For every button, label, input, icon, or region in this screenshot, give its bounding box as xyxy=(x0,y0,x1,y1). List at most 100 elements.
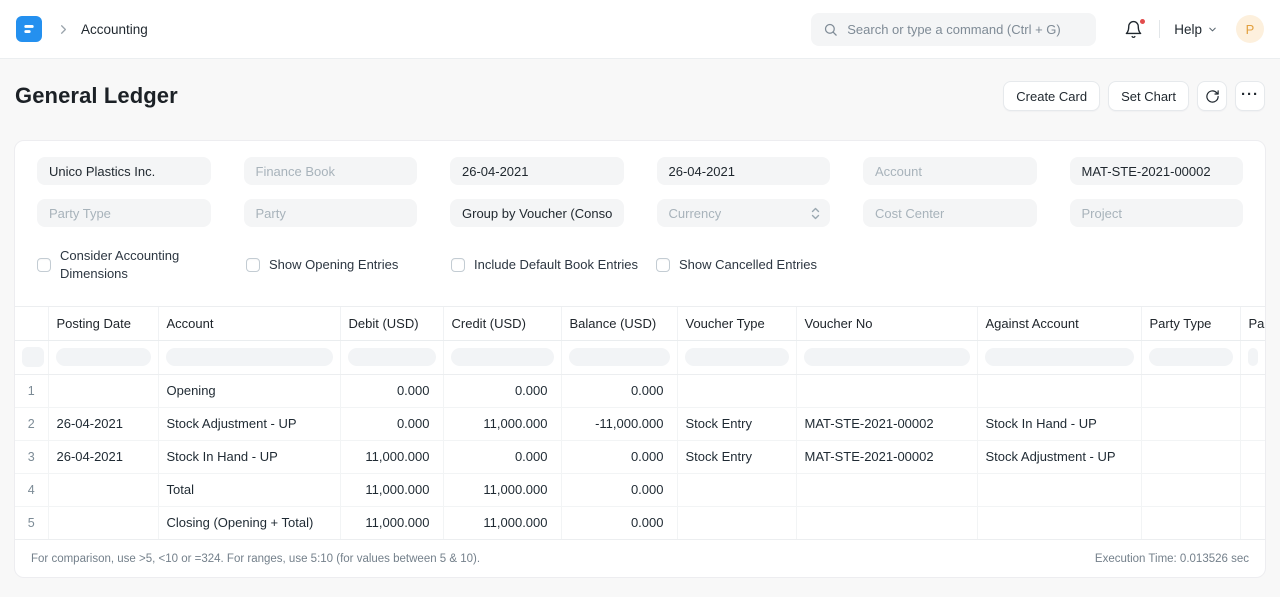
checkbox-show-opening-entries-box[interactable] xyxy=(246,257,260,272)
column-filter-input-party-type[interactable] xyxy=(1148,348,1233,367)
column-header-account[interactable]: Account xyxy=(158,307,341,341)
column-header-voucher-no[interactable]: Voucher No xyxy=(796,307,978,341)
cell-account: Total xyxy=(158,473,341,507)
checkbox-include-default-book-entries-box[interactable] xyxy=(451,257,465,272)
checkbox-include-default-book-entries-label: Include Default Book Entries xyxy=(474,256,639,272)
column-header-posting-date[interactable]: Posting Date xyxy=(48,307,159,341)
filter-voucher-no-text: MAT-STE-2021-00002 xyxy=(1081,163,1211,179)
column-header-index[interactable] xyxy=(15,307,49,341)
cell-balance: 0.000 xyxy=(561,506,678,540)
cell-account: Stock In Hand - UP xyxy=(158,440,341,474)
column-filter-input-against-account[interactable] xyxy=(984,348,1134,367)
column-filter-input-voucher-type[interactable] xyxy=(684,348,789,367)
global-search-input[interactable]: Search or type a command (Ctrl + G) xyxy=(811,12,1097,46)
cell-party xyxy=(1240,374,1265,408)
column-filter-cell-index xyxy=(15,340,49,375)
column-header-credit[interactable]: Credit (USD) xyxy=(443,307,562,341)
column-header-against-account[interactable]: Against Account xyxy=(977,307,1142,341)
column-filter-input-debit[interactable] xyxy=(347,348,436,367)
filter-company[interactable]: Unico Plastics Inc. xyxy=(37,157,211,185)
column-filter-row xyxy=(15,340,1265,375)
column-filter-cell-party-type xyxy=(1141,340,1241,375)
search-placeholder: Search or type a command (Ctrl + G) xyxy=(847,21,1061,37)
bell-icon xyxy=(1125,20,1142,38)
navbar-divider xyxy=(1159,20,1161,38)
filter-finance-book[interactable]: Finance Book xyxy=(243,157,417,185)
cell-balance: 0.000 xyxy=(561,473,678,507)
checkbox-show-cancelled-entries[interactable]: Show Cancelled Entries xyxy=(656,256,1243,274)
filter-party-type[interactable]: Party Type xyxy=(37,199,211,227)
refresh-button[interactable] xyxy=(1197,81,1227,111)
checkbox-show-cancelled-entries-box[interactable] xyxy=(656,257,670,272)
report-filters: Unico Plastics Inc. Finance Book 26-04-202… xyxy=(15,141,1265,227)
cell-party xyxy=(1240,407,1265,441)
cell-posting-date xyxy=(48,473,159,507)
user-avatar[interactable]: P xyxy=(1236,15,1264,43)
breadcrumb-accounting[interactable]: Accounting xyxy=(81,21,148,37)
filter-finance-book-text: Finance Book xyxy=(255,163,336,179)
execution-time: Execution Time: 0.013526 sec xyxy=(1094,552,1249,565)
checkbox-show-cancelled-entries-label: Show Cancelled Entries xyxy=(679,256,818,272)
column-header-debit[interactable]: Debit (USD) xyxy=(340,307,444,341)
column-filter-input-voucher-no[interactable] xyxy=(803,348,970,367)
column-filter-cell-voucher-type xyxy=(677,340,797,375)
filter-to-date-text: 26-04-2021 xyxy=(668,163,736,179)
filter-from-date-text: 26-04-2021 xyxy=(462,163,529,179)
column-header-party-type[interactable]: Party Type xyxy=(1141,307,1241,341)
cell-debit: 11,000.000 xyxy=(340,440,444,474)
cell-voucher-type: Stock Entry xyxy=(677,440,797,474)
cell-posting-date xyxy=(48,374,159,408)
ellipsis-icon: ··· xyxy=(1241,85,1259,103)
search-icon xyxy=(825,23,837,36)
filter-account[interactable]: Account xyxy=(863,157,1037,185)
column-filter-cell-voucher-no xyxy=(796,340,978,375)
column-filter-input-index[interactable] xyxy=(22,347,44,368)
table-row: 1 Opening 0.000 0.000 0.000 xyxy=(15,374,1265,408)
column-filter-input-credit[interactable] xyxy=(450,348,554,367)
column-filter-input-account[interactable] xyxy=(165,348,333,367)
checkbox-include-default-book-entries[interactable]: Include Default Book Entries xyxy=(451,256,656,274)
checkbox-consider-accounting-dimensions-box[interactable] xyxy=(37,257,51,272)
cell-party xyxy=(1240,506,1265,539)
set-chart-button[interactable]: Set Chart xyxy=(1108,81,1189,111)
table-row: 4 Total 11,000.000 11,000.000 0.000 xyxy=(15,473,1265,507)
page-title: General Ledger xyxy=(15,83,178,108)
filter-group-by[interactable]: Group by Voucher (Consol xyxy=(450,199,624,227)
column-filter-input-party[interactable] xyxy=(1247,348,1258,367)
row-index: 5 xyxy=(15,506,49,540)
cell-posting-date xyxy=(48,506,159,540)
filter-currency[interactable]: Currency xyxy=(656,199,830,227)
create-card-button[interactable]: Create Card xyxy=(1003,81,1101,111)
column-filter-input-balance[interactable] xyxy=(568,348,670,367)
cell-voucher-no xyxy=(796,506,978,540)
filter-cost-center-text: Cost Center xyxy=(875,205,945,221)
filter-cost-center[interactable]: Cost Center xyxy=(863,199,1037,227)
filter-voucher-no[interactable]: MAT-STE-2021-00002 xyxy=(1069,157,1243,185)
column-header-party[interactable]: Pa xyxy=(1240,307,1265,341)
checkbox-consider-accounting-dimensions[interactable]: Consider Accounting Dimensions xyxy=(37,247,246,282)
cell-account: Closing (Opening + Total) xyxy=(158,506,341,540)
checkbox-show-opening-entries[interactable]: Show Opening Entries xyxy=(246,256,451,274)
column-header-voucher-type[interactable]: Voucher Type xyxy=(677,307,797,341)
filter-project[interactable]: Project xyxy=(1069,199,1243,227)
report-table: Posting Date Account Debit (USD) Credit (US… xyxy=(15,307,1265,540)
cell-voucher-type: Stock Entry xyxy=(677,407,797,441)
cell-party xyxy=(1240,440,1265,474)
table-row: 3 26-04-2021 Stock In Hand - UP 11,000.000 0… xyxy=(15,440,1265,474)
cell-party-type xyxy=(1141,506,1241,540)
menu-button[interactable]: ··· xyxy=(1235,81,1265,111)
cell-voucher-no xyxy=(796,374,978,408)
cell-balance: 0.000 xyxy=(561,440,678,474)
app-logo[interactable] xyxy=(16,16,42,42)
filter-to-date[interactable]: 26-04-2021 xyxy=(656,157,830,185)
cell-credit: 11,000.000 xyxy=(443,473,562,507)
cell-party-type xyxy=(1141,407,1241,441)
help-menu-button[interactable]: Help xyxy=(1174,22,1218,37)
column-header-balance[interactable]: Balance (USD) xyxy=(561,307,678,341)
column-filter-input-posting-date[interactable] xyxy=(55,348,151,367)
notifications-button[interactable] xyxy=(1122,17,1147,41)
column-filter-cell-account xyxy=(158,340,341,375)
filter-from-date[interactable]: 26-04-2021 xyxy=(450,157,624,185)
filter-party[interactable]: Party xyxy=(243,199,417,227)
checkbox-consider-accounting-dimensions-label: Consider Accounting Dimensions xyxy=(60,248,180,281)
